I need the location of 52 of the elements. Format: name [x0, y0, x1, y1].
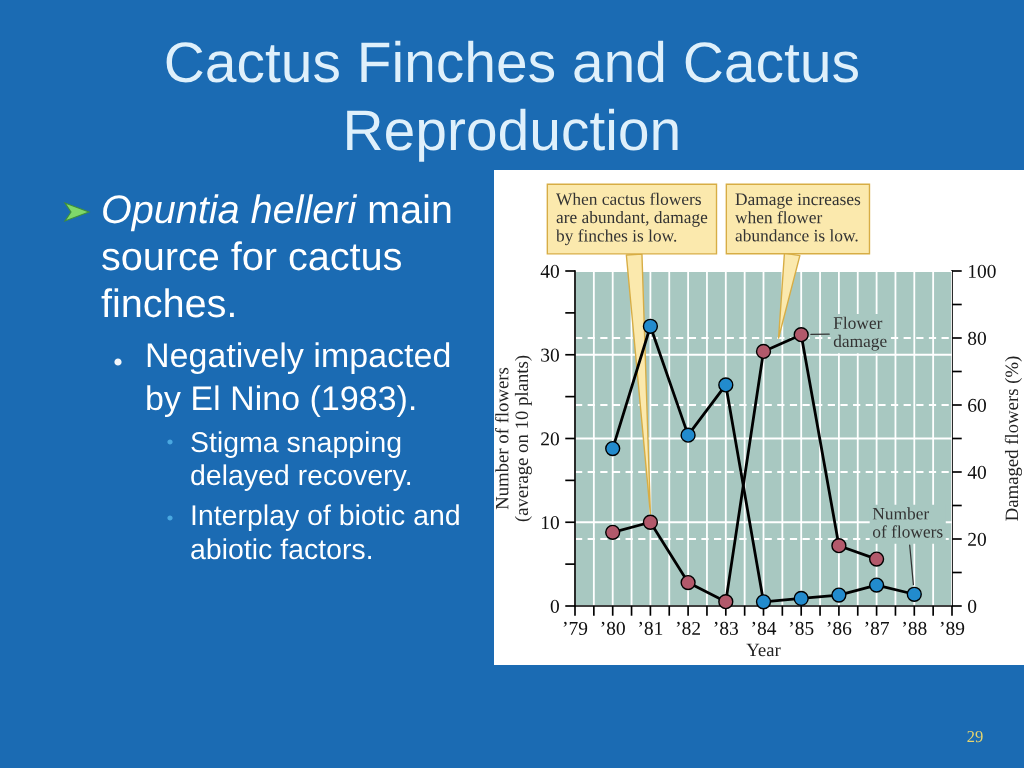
y2-tick-label: 20	[968, 532, 986, 546]
x-tick-label: ’89	[940, 621, 965, 635]
x-tick-label: ’85	[789, 621, 814, 635]
x-tick-label: ’83	[714, 621, 738, 635]
point	[906, 586, 922, 602]
point	[642, 514, 659, 530]
x-tick-label: ’80	[601, 621, 625, 635]
x-tick-label: ’82	[676, 621, 700, 635]
series-label: Flower damage	[833, 316, 887, 351]
point	[642, 318, 659, 334]
text: 29	[967, 730, 983, 743]
y-tick-label: 20	[541, 432, 559, 446]
y2-tick-label: 100	[968, 264, 996, 278]
chart-title: Cactus Finches and Cactus Reproduction	[166, 40, 858, 162]
x-tick-label: ’86	[827, 621, 852, 635]
y2-axis-title: Damaged flowers (%)	[1004, 356, 1023, 521]
y2-tick-label: 60	[968, 398, 986, 412]
y-tick-label: 10	[541, 516, 559, 530]
text: Stigma snapping delayed recovery.	[191, 431, 411, 491]
point	[605, 524, 621, 540]
x-tick-label: ’88	[903, 621, 927, 635]
point	[755, 594, 772, 610]
point	[793, 590, 809, 607]
point	[868, 577, 885, 593]
x-axis-title: Year	[746, 643, 781, 657]
point	[868, 551, 885, 567]
point	[680, 427, 696, 443]
point	[831, 538, 847, 554]
y-tick-label: 40	[540, 264, 559, 278]
text: Number of flowers	[872, 507, 943, 538]
point	[831, 587, 847, 603]
x-tick-label: ’79	[563, 621, 588, 635]
point	[605, 440, 621, 457]
y2-tick-label: 80	[968, 331, 986, 345]
point	[755, 343, 772, 360]
x-tick-label: ’84	[752, 621, 777, 635]
text: Opuntia helleri main source for cactus finches.	[101, 194, 451, 318]
y2-tick-label: 40	[967, 465, 986, 479]
x-tick-label: ’87	[865, 621, 889, 635]
annotation: When cactus flowers are abundant, damage by finches is low.	[556, 192, 708, 246]
y-tick-label: 0	[550, 599, 559, 613]
annotation: Damage increases when flower abundance is low.	[735, 193, 861, 242]
point	[680, 574, 696, 591]
y-axis-title: Number of flowers (average on 10 plants)	[495, 355, 532, 522]
point	[793, 327, 809, 343]
y2-tick-label: 0	[968, 599, 977, 613]
point	[718, 377, 734, 393]
x-tick-label: ’81	[639, 621, 663, 635]
y-tick-label: 30	[541, 348, 559, 362]
point	[718, 594, 734, 610]
text: Interplay of biotic and abiotic factors.	[191, 504, 459, 560]
text: Negatively impacted by El Nino (1983).	[147, 342, 450, 418]
